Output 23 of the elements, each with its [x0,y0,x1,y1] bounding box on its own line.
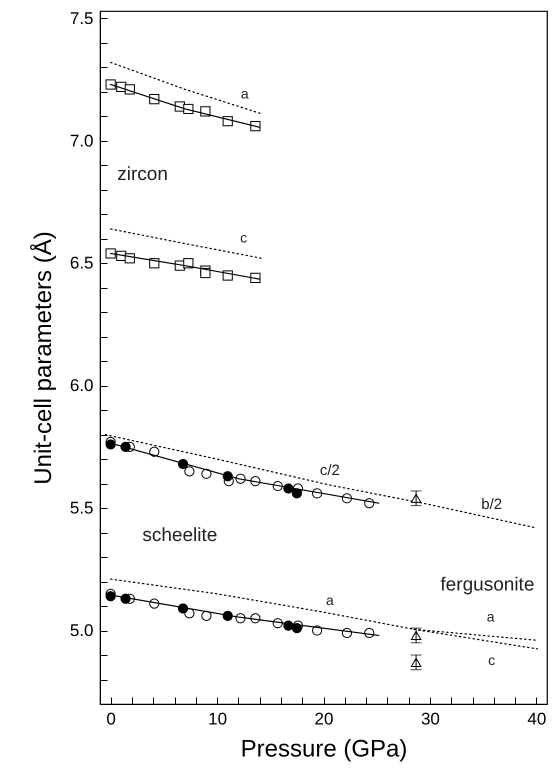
x-tick-label: 0 [106,710,116,728]
annotation: fergusonite [440,574,534,596]
annotation: a [240,85,249,102]
annotation: a [326,592,334,608]
y-tick-label: 7.0 [70,131,94,150]
x-tick-label: 40 [527,710,546,728]
y-tick-label: 6.5 [70,254,94,273]
annotation: scheelite [142,525,218,546]
x-tick-label: 20 [314,710,334,728]
y-tick-label: 7.5 [70,8,94,28]
y-tick-label: 5.0 [70,621,94,640]
x-tick-label: 30 [420,710,440,728]
x-axis-title: Pressure (GPa) [240,736,408,762]
x-tick-label: 10 [208,710,228,728]
y-tick-label: 6.0 [70,376,94,396]
annotation: a [486,608,495,625]
annotation: b/2 [481,496,502,514]
y-tick-label: 5.5 [70,498,94,518]
annotation: c/2 [320,462,340,479]
annotation: c [240,230,248,246]
y-axis-title: Unit-cell parameters (Å) [30,231,57,485]
annotation: zircon [117,164,168,185]
annotation: c [488,652,496,668]
